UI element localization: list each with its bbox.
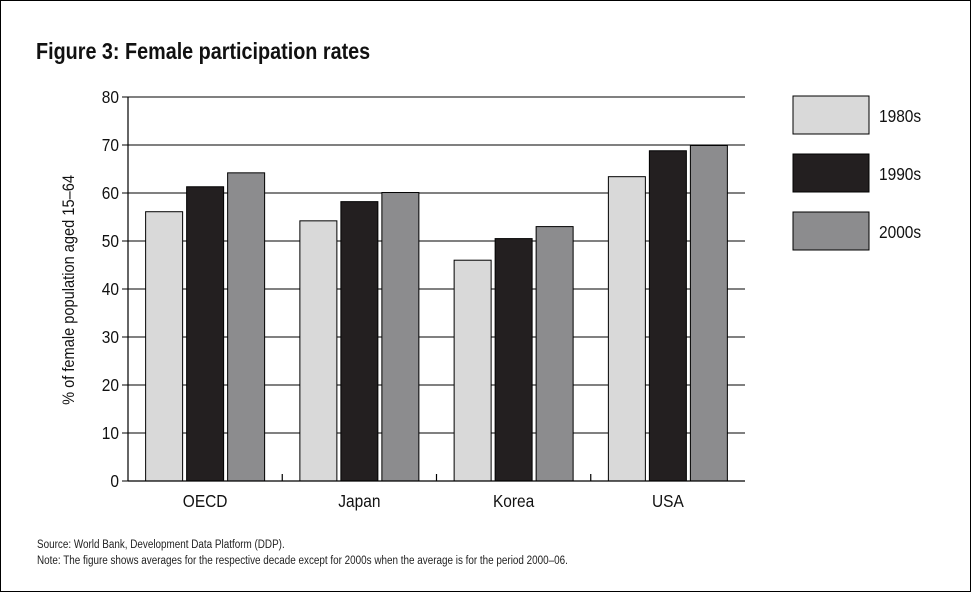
y-tick-label: 80 — [102, 87, 119, 107]
y-tick-label: 60 — [102, 183, 119, 203]
chart-title: Figure 3: Female participation rates — [36, 38, 371, 64]
bar-2000s-oecd — [227, 172, 266, 482]
legend-swatch-2000s — [792, 211, 870, 251]
bar-1990s-korea — [494, 238, 533, 482]
bar-1990s-usa — [648, 150, 687, 482]
y-tick-label: 10 — [102, 423, 119, 443]
legend-label-1990s: 1990s — [879, 164, 921, 184]
legend-swatch-1990s — [792, 153, 870, 193]
y-tick-label: 50 — [102, 231, 119, 251]
legend-label-2000s: 2000s — [879, 222, 921, 242]
chart-notes: Source: World Bank, Development Data Pla… — [37, 537, 568, 569]
y-tick-label: 20 — [102, 375, 119, 395]
footnote: Note: The figure shows averages for the … — [37, 555, 568, 567]
bar-1990s-oecd — [186, 186, 225, 482]
x-tick-label: Korea — [493, 491, 535, 511]
x-tick-label: USA — [652, 491, 685, 511]
bar-2000s-korea — [535, 226, 574, 482]
axes: 0 10 20 30 40 50 60 70 80 OECD Japan Korea USA — [102, 87, 745, 511]
bar-1980s-usa — [607, 176, 646, 482]
bar-1980s-korea — [453, 259, 492, 482]
x-tick-label: OECD — [183, 491, 228, 511]
y-tick-label: 30 — [102, 327, 119, 347]
legend: 1980s 1990s 2000s — [792, 95, 921, 251]
bar-1980s-japan — [299, 220, 338, 482]
y-tick-label: 40 — [102, 279, 119, 299]
y-tick-label: 0 — [110, 471, 119, 491]
bar-2000s-usa — [689, 144, 728, 482]
legend-label-1980s: 1980s — [879, 106, 921, 126]
x-tick-label: Japan — [338, 491, 380, 511]
y-tick-label: 70 — [102, 135, 119, 155]
bar-1990s-japan — [340, 201, 379, 482]
source-note: Source: World Bank, Development Data Pla… — [37, 539, 285, 551]
y-axis-label: % of female population aged 15–64 — [60, 175, 78, 405]
bar-1980s-oecd — [145, 211, 184, 482]
legend-swatch-1980s — [792, 95, 870, 135]
bars — [145, 144, 728, 482]
bar-2000s-japan — [381, 192, 420, 482]
